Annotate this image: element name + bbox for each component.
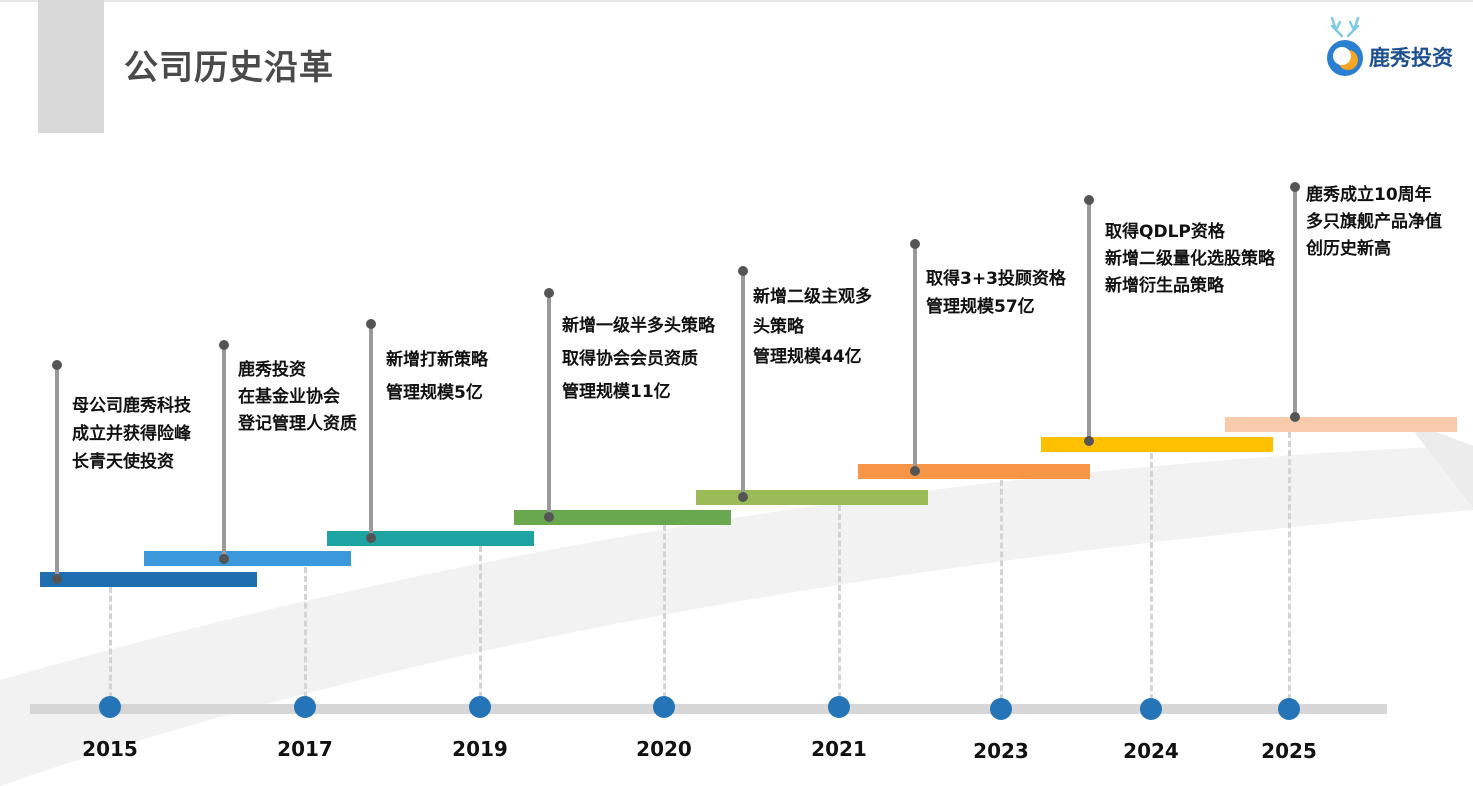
milestone-event-line: 新增二级主观多 (753, 287, 872, 307)
milestone-pole (741, 271, 745, 497)
milestone-pole (1293, 187, 1297, 417)
timeline-year-dot (1140, 698, 1162, 720)
milestone-dash-connector (838, 505, 841, 707)
timeline-year-label: 2025 (1261, 739, 1317, 763)
company-logo: 鹿秀投资 (1322, 14, 1462, 80)
milestone-bar (696, 490, 928, 505)
milestone-event-text: 新增一级半多头策略 取得协会会员资质 管理规模11亿 (562, 310, 715, 409)
milestone-pole (547, 293, 551, 517)
milestone-event-line: 多只旗舰产品净值 (1306, 212, 1442, 232)
milestone-pole (913, 244, 917, 471)
milestone-pole-top-dot (1290, 182, 1300, 192)
milestone-event-line: 新增一级半多头策略 (562, 316, 715, 336)
milestone-dash-connector (1150, 453, 1153, 709)
deer-logo-icon (1327, 16, 1363, 76)
milestone-event-line: 登记管理人资质 (238, 414, 357, 434)
milestone-bar (144, 551, 351, 566)
milestone-bar (858, 464, 1090, 479)
timeline-year-label: 2015 (82, 737, 138, 761)
top-divider (0, 0, 1473, 2)
timeline-year-dot (99, 696, 121, 718)
timeline-year-dot (294, 696, 316, 718)
title-accent-block (38, 0, 104, 133)
milestone-pole-top-dot (52, 360, 62, 370)
milestone-dash-connector (1288, 432, 1291, 709)
milestone-pole (1087, 200, 1091, 441)
milestone-event-line: 长青天使投资 (72, 452, 174, 472)
milestone-pole-bottom-dot (1290, 412, 1300, 422)
milestone-bar (40, 572, 257, 587)
milestone-event-line: 成立并获得险峰 (72, 424, 191, 444)
milestone-pole-top-dot (544, 288, 554, 298)
milestone-pole-bottom-dot (219, 554, 229, 564)
timeline-year-label: 2017 (277, 737, 333, 761)
timeline-year-dot (653, 696, 675, 718)
milestone-event-line: 取得3+3投顾资格 (926, 269, 1066, 289)
logo-text: 鹿秀投资 (1369, 46, 1453, 70)
milestone-pole (222, 345, 226, 559)
milestone-pole-bottom-dot (1084, 436, 1094, 446)
milestone-bar (1041, 437, 1273, 452)
milestone-pole-top-dot (738, 266, 748, 276)
page-title: 公司历史沿革 (124, 48, 334, 88)
milestone-event-line: 在基金业协会 (238, 387, 340, 407)
milestone-event-line: 管理规模5亿 (386, 383, 483, 403)
milestone-dash-connector (479, 546, 482, 707)
milestone-pole-top-dot (219, 340, 229, 350)
milestone-event-line: 母公司鹿秀科技 (72, 396, 191, 416)
milestone-event-line: 头策略 (753, 317, 804, 337)
timeline-axis (30, 704, 1387, 714)
milestone-event-line: 取得QDLP资格 (1105, 222, 1225, 242)
timeline-year-label: 2019 (452, 737, 508, 761)
milestone-event-line: 新增二级量化选股策略 (1105, 249, 1275, 269)
milestone-pole-bottom-dot (52, 574, 62, 584)
milestone-event-line: 新增打新策略 (386, 350, 488, 370)
milestone-event-text: 新增打新策略 管理规模5亿 (386, 344, 488, 410)
timeline-year-label: 2024 (1123, 739, 1179, 763)
milestone-event-text: 取得3+3投顾资格 管理规模57亿 (926, 265, 1066, 321)
milestone-dash-connector (663, 525, 666, 707)
milestone-pole-bottom-dot (910, 466, 920, 476)
timeline-year-dot (990, 698, 1012, 720)
milestone-event-line: 管理规模44亿 (753, 347, 862, 367)
milestone-event-text: 鹿秀成立10周年 多只旗舰产品净值 创历史新高 (1306, 182, 1442, 263)
milestone-pole-bottom-dot (366, 533, 376, 543)
milestone-pole-bottom-dot (544, 512, 554, 522)
milestone-event-line: 创历史新高 (1306, 239, 1391, 259)
timeline-year-label: 2023 (973, 739, 1029, 763)
milestone-event-text: 取得QDLP资格新增二级量化选股策略 新增衍生品策略 (1105, 219, 1275, 300)
milestone-event-text: 母公司鹿秀科技 成立并获得险峰 长青天使投资 (72, 392, 191, 476)
milestone-event-line: 鹿秀投资 (238, 360, 306, 380)
milestone-dash-connector (1000, 480, 1003, 709)
milestone-event-line: 鹿秀成立10周年 (1306, 185, 1432, 205)
milestone-event-line: 新增衍生品策略 (1105, 276, 1224, 296)
timeline-year-dot (469, 696, 491, 718)
milestone-bar (514, 510, 731, 525)
timeline-year-label: 2020 (636, 737, 692, 761)
milestone-event-text: 鹿秀投资在基金业协会 登记管理人资质 (238, 357, 357, 438)
milestone-bar (1225, 417, 1457, 432)
milestone-event-line: 管理规模11亿 (562, 382, 671, 402)
milestone-event-line: 取得协会会员资质 (562, 349, 698, 369)
milestone-pole-top-dot (910, 239, 920, 249)
milestone-pole-top-dot (366, 319, 376, 329)
milestone-dash-connector (109, 587, 112, 707)
timeline-year-label: 2021 (811, 737, 867, 761)
milestone-pole-top-dot (1084, 195, 1094, 205)
milestone-pole (55, 365, 59, 579)
milestone-dash-connector (304, 567, 307, 707)
milestone-event-line: 管理规模57亿 (926, 297, 1035, 317)
milestone-event-text: 新增二级主观多 头策略管理规模44亿 (753, 282, 872, 372)
milestone-bar (327, 531, 534, 546)
timeline-year-dot (1278, 698, 1300, 720)
milestone-pole (369, 324, 373, 538)
milestone-pole-bottom-dot (738, 492, 748, 502)
timeline-year-dot (828, 696, 850, 718)
